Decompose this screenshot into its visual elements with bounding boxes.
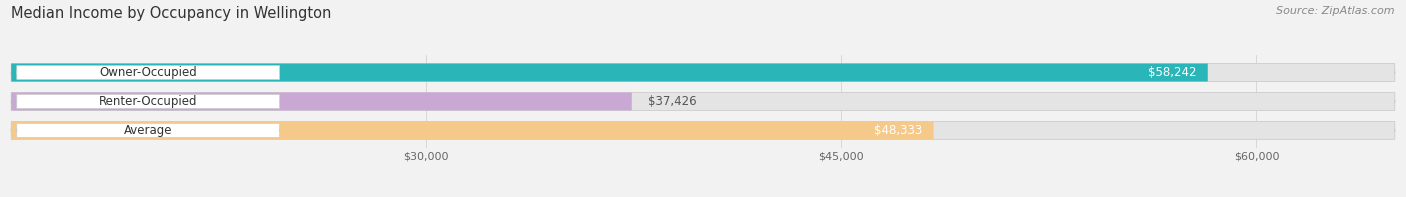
FancyBboxPatch shape [11,121,1395,139]
FancyBboxPatch shape [11,92,631,111]
Text: Renter-Occupied: Renter-Occupied [98,95,197,108]
FancyBboxPatch shape [11,64,1208,82]
FancyBboxPatch shape [17,66,280,80]
FancyBboxPatch shape [11,64,1395,82]
Text: Source: ZipAtlas.com: Source: ZipAtlas.com [1277,6,1395,16]
Text: $48,333: $48,333 [875,124,922,137]
FancyBboxPatch shape [11,121,934,139]
FancyBboxPatch shape [17,94,280,109]
Text: $58,242: $58,242 [1149,66,1197,79]
Text: Average: Average [124,124,173,137]
Text: $37,426: $37,426 [648,95,697,108]
FancyBboxPatch shape [17,123,280,137]
Text: Median Income by Occupancy in Wellington: Median Income by Occupancy in Wellington [11,6,332,21]
Text: Owner-Occupied: Owner-Occupied [100,66,197,79]
FancyBboxPatch shape [11,92,1395,111]
